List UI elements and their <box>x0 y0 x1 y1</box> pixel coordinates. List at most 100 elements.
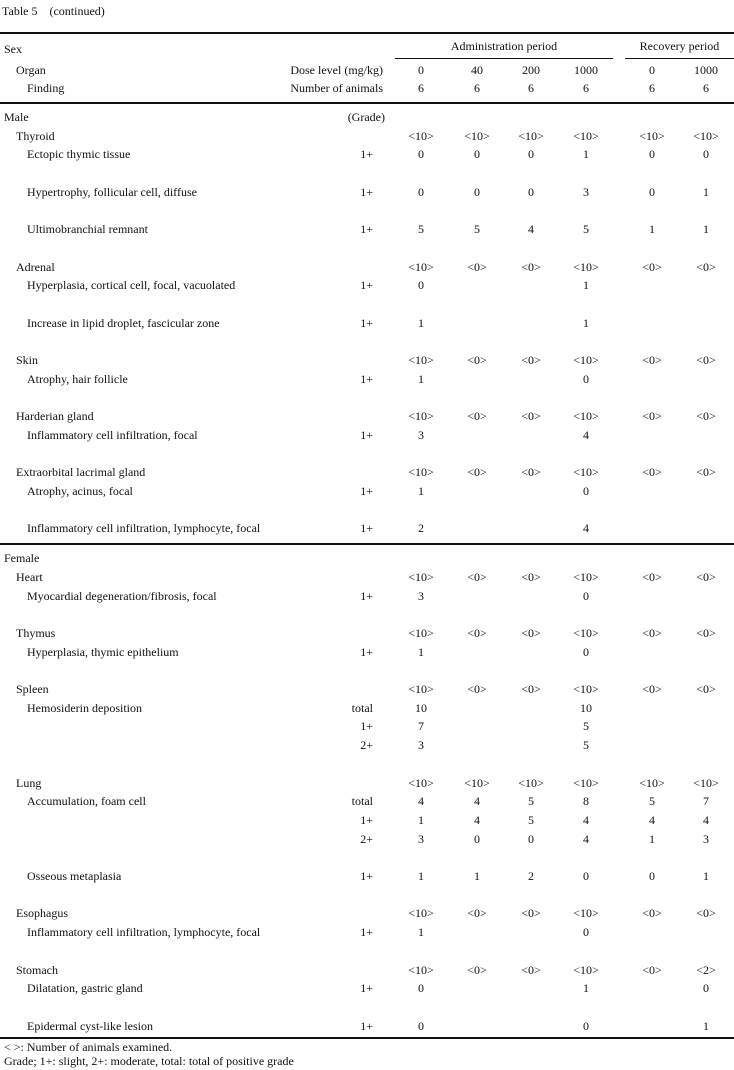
organ-label: Spleen <box>16 682 49 696</box>
examined-count: <0> <box>467 682 487 696</box>
finding-label: Accumulation, foam cell <box>27 794 146 809</box>
header-sex: Sex <box>4 42 22 56</box>
organ-label: Lung <box>16 775 42 790</box>
finding-count: 5 <box>583 719 589 734</box>
finding-count: 7 <box>703 794 709 809</box>
section-rule <box>0 543 734 546</box>
finding-count: 0 <box>649 147 655 162</box>
finding-count: 1 <box>418 869 424 883</box>
finding-count: 1 <box>703 869 709 883</box>
header-animals-label: Number of animals <box>290 81 383 95</box>
finding-count: 8 <box>583 794 589 809</box>
finding-label: Atrophy, acinus, focal <box>27 484 133 498</box>
examined-count: <10> <box>408 906 434 921</box>
organ-row: Thymus <10> <0> <0> <10> <0> <0> <box>0 624 734 643</box>
dose-value: 0 <box>649 63 655 77</box>
finding-count: 3 <box>418 738 424 753</box>
finding-count: 0 <box>583 484 589 498</box>
examined-count: <0> <box>696 569 716 584</box>
examined-count: <10> <box>573 465 599 480</box>
organ-label: Heart <box>16 569 43 584</box>
grade-label: 1+ <box>360 484 373 498</box>
examined-count: <0> <box>521 569 541 584</box>
organ-label: Adrenal <box>16 259 55 274</box>
dose-value: 200 <box>522 63 540 77</box>
finding-count: 0 <box>474 831 480 846</box>
organ-label: Esophagus <box>16 906 68 921</box>
top-rule <box>0 32 734 34</box>
finding-count: 4 <box>474 794 480 809</box>
examined-count: <0> <box>521 353 541 368</box>
examined-count: <0> <box>521 962 541 977</box>
finding-count: 0 <box>703 147 709 162</box>
dose-value: 40 <box>471 63 483 77</box>
examined-count: <10> <box>518 128 544 143</box>
grade-label: 1+ <box>360 278 373 293</box>
examined-count: <10> <box>573 569 599 584</box>
organ-row: Harderian gland <10> <0> <0> <10> <0> <0> <box>0 407 734 426</box>
examined-count: <0> <box>696 682 716 696</box>
grade-label: 1+ <box>360 812 373 827</box>
organ-row: Stomach <10> <0> <0> <10> <0> <2> <box>0 961 734 980</box>
examined-count: <10> <box>573 353 599 368</box>
animals-value: 6 <box>649 81 655 95</box>
finding-count: 1 <box>583 315 589 330</box>
finding-row: Inflammatory cell infiltration, lymphocy… <box>0 923 734 942</box>
header-dose-label: Dose level (mg/kg) <box>290 63 383 77</box>
examined-count: <0> <box>521 625 541 640</box>
examined-count: <10> <box>573 259 599 274</box>
finding-count: 1 <box>649 831 655 846</box>
grade-label: 1+ <box>360 147 373 162</box>
examined-count: <0> <box>696 625 716 640</box>
finding-count: 1 <box>583 981 589 996</box>
organ-label: Skin <box>16 353 39 368</box>
examined-count: <0> <box>467 353 487 368</box>
examined-count: <0> <box>642 353 662 368</box>
finding-count: 4 <box>583 427 589 442</box>
examined-count: <10> <box>693 775 719 790</box>
grade-label: 1+ <box>360 644 373 659</box>
examined-count: <10> <box>573 409 599 424</box>
finding-count: 5 <box>583 738 589 753</box>
finding-count: 1 <box>649 222 655 237</box>
finding-label: Inflammatory cell infiltration, lymphocy… <box>27 521 261 536</box>
finding-count: 4 <box>583 521 589 536</box>
finding-row: 2+ 3 5 <box>0 736 734 755</box>
finding-count: 5 <box>418 222 424 237</box>
examined-count: <0> <box>642 409 662 424</box>
sex-row: Male (Grade) <box>0 108 734 127</box>
examined-count: <0> <box>642 259 662 274</box>
header-organ: Organ <box>16 63 46 77</box>
organ-label: Harderian gland <box>16 409 94 424</box>
organ-label: Extraorbital lacrimal gland <box>16 465 146 480</box>
finding-label: Ultimobranchial remnant <box>27 222 148 237</box>
finding-row: Accumulation, foam cell total 4 4 5 8 5 7 <box>0 792 734 811</box>
examined-count: <0> <box>467 465 487 480</box>
examined-count: <10> <box>408 259 434 274</box>
finding-count: 1 <box>703 1018 709 1033</box>
examined-count: <0> <box>696 906 716 921</box>
finding-count: 2 <box>418 521 424 536</box>
finding-count: 4 <box>583 812 589 827</box>
examined-count: <10> <box>573 625 599 640</box>
finding-count: 0 <box>528 147 534 162</box>
organ-label: Thyroid <box>16 128 55 143</box>
grade-label: (Grade) <box>347 110 385 124</box>
finding-count: 7 <box>418 719 424 734</box>
header-admin-period: Administration period <box>450 39 558 53</box>
finding-count: 4 <box>528 222 534 237</box>
admin-period-rule <box>395 58 613 59</box>
examined-count: <10> <box>408 682 434 696</box>
examined-count: <0> <box>521 906 541 921</box>
examined-count: <10> <box>573 128 599 143</box>
finding-label: Hypertrophy, follicular cell, diffuse <box>27 184 197 199</box>
grade-label: 1+ <box>360 1018 373 1033</box>
examined-count: <10> <box>408 962 434 977</box>
header-recovery-period: Recovery period <box>639 39 720 53</box>
examined-count: <10> <box>573 775 599 790</box>
grade-label: 1+ <box>360 371 373 386</box>
grade-label: total <box>351 700 373 715</box>
finding-count: 0 <box>418 278 424 293</box>
bottom-rule <box>0 1037 734 1040</box>
finding-row: Hyperplasia, cortical cell, focal, vacuo… <box>0 276 734 295</box>
